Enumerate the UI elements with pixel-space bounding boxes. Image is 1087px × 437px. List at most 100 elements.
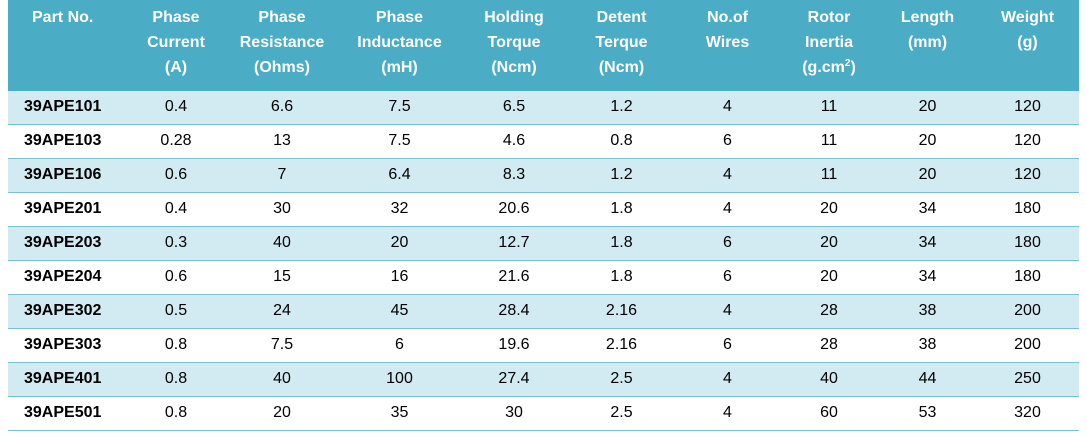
table-row: 39APE401 0.8 40 100 27.4 2.5 4 40 44 250 bbox=[8, 361, 1079, 396]
header-line: Phase bbox=[228, 5, 336, 30]
cell-no-of-wires: 4 bbox=[676, 293, 779, 328]
cell-weight: 120 bbox=[976, 123, 1079, 158]
column-header-phase-resistance: Phase Resistance (Ohms) bbox=[226, 0, 338, 90]
header-line: Current bbox=[128, 30, 224, 55]
header-line-text: Phase bbox=[152, 9, 200, 26]
cell-no-of-wires: 6 bbox=[676, 225, 779, 260]
cell-rotor-inertia: 11 bbox=[779, 157, 879, 192]
header-line: Phase bbox=[340, 5, 459, 30]
cell-phase-inductance: 35 bbox=[338, 395, 461, 431]
cell-phase-resistance: 40 bbox=[226, 225, 338, 260]
header-line-text: Inductance bbox=[357, 34, 442, 51]
table-row: 39APE101 0.4 6.6 7.5 6.5 1.2 4 11 20 120 bbox=[8, 89, 1079, 124]
table-row: 39APE303 0.8 7.5 6 19.6 2.16 6 28 38 200 bbox=[8, 327, 1079, 362]
header-line: Length bbox=[881, 5, 974, 30]
cell-phase-current: 0.6 bbox=[126, 259, 226, 294]
cell-weight: 320 bbox=[976, 395, 1079, 431]
cell-rotor-inertia: 11 bbox=[779, 123, 879, 158]
cell-phase-resistance: 7 bbox=[226, 157, 338, 192]
header-line-text: (Ncm) bbox=[598, 59, 645, 76]
stepper-motor-spec-table: Part No. Phase Current (A) Phase Resistance (O… bbox=[8, 0, 1079, 431]
cell-phase-resistance: 20 bbox=[226, 395, 338, 431]
cell-detent-torque: 0.8 bbox=[567, 123, 676, 158]
cell-part-no: 39APE302 bbox=[8, 293, 126, 328]
cell-weight: 180 bbox=[976, 191, 1079, 226]
cell-part-no: 39APE204 bbox=[8, 259, 126, 294]
header-line: Holding bbox=[463, 5, 565, 30]
cell-phase-inductance: 7.5 bbox=[338, 123, 461, 158]
header-line-text: Part No. bbox=[32, 9, 94, 26]
cell-holding-torque: 30 bbox=[461, 395, 567, 431]
cell-no-of-wires: 4 bbox=[676, 361, 779, 396]
cell-weight: 200 bbox=[976, 293, 1079, 328]
cell-phase-resistance: 7.5 bbox=[226, 327, 338, 362]
cell-part-no: 39APE303 bbox=[8, 327, 126, 362]
header-superscript: 2 bbox=[844, 58, 851, 69]
cell-detent-torque: 2.5 bbox=[567, 395, 676, 431]
header-line-text: Phase bbox=[258, 9, 306, 26]
cell-phase-current: 0.8 bbox=[126, 395, 226, 431]
header-line: Resistance bbox=[228, 30, 336, 55]
cell-phase-inductance: 16 bbox=[338, 259, 461, 294]
cell-part-no: 39APE103 bbox=[8, 123, 126, 158]
cell-rotor-inertia: 11 bbox=[779, 89, 879, 124]
cell-phase-resistance: 6.6 bbox=[226, 89, 338, 124]
table-row: 39APE106 0.6 7 6.4 8.3 1.2 4 11 20 120 bbox=[8, 157, 1079, 192]
header-line: (Ncm) bbox=[569, 55, 674, 80]
cell-length: 34 bbox=[879, 225, 976, 260]
cell-detent-torque: 2.16 bbox=[567, 327, 676, 362]
column-header-no-of-wires: No.of Wires bbox=[676, 0, 779, 90]
cell-no-of-wires: 4 bbox=[676, 157, 779, 192]
cell-rotor-inertia: 20 bbox=[779, 259, 879, 294]
column-header-length: Length (mm) bbox=[879, 0, 976, 90]
cell-rotor-inertia: 28 bbox=[779, 327, 879, 362]
column-header-phase-inductance: Phase Inductance (mH) bbox=[338, 0, 461, 90]
header-line: Inertia bbox=[781, 30, 877, 55]
column-header-phase-current: Phase Current (A) bbox=[126, 0, 226, 90]
cell-detent-torque: 1.8 bbox=[567, 191, 676, 226]
cell-phase-inductance: 100 bbox=[338, 361, 461, 396]
header-line-text: Rotor bbox=[807, 9, 851, 26]
cell-phase-resistance: 30 bbox=[226, 191, 338, 226]
cell-part-no: 39APE401 bbox=[8, 361, 126, 396]
cell-phase-inductance: 45 bbox=[338, 293, 461, 328]
cell-detent-torque: 2.5 bbox=[567, 361, 676, 396]
header-row: Part No. Phase Current (A) Phase Resistance (O… bbox=[8, 0, 1079, 90]
header-line: Part No. bbox=[32, 5, 124, 30]
cell-holding-torque: 19.6 bbox=[461, 327, 567, 362]
cell-holding-torque: 4.6 bbox=[461, 123, 567, 158]
header-line: (g.cm2) bbox=[781, 55, 877, 80]
header-suffix: ) bbox=[850, 59, 856, 76]
header-line-text: Terque bbox=[595, 34, 648, 51]
cell-holding-torque: 20.6 bbox=[461, 191, 567, 226]
cell-phase-current: 0.6 bbox=[126, 157, 226, 192]
header-line: Phase bbox=[128, 5, 224, 30]
header-line: Wires bbox=[678, 30, 777, 55]
cell-phase-current: 0.28 bbox=[126, 123, 226, 158]
cell-rotor-inertia: 20 bbox=[779, 191, 879, 226]
cell-phase-resistance: 15 bbox=[226, 259, 338, 294]
header-line: Inductance bbox=[340, 30, 459, 55]
cell-phase-current: 0.8 bbox=[126, 361, 226, 396]
cell-holding-torque: 8.3 bbox=[461, 157, 567, 192]
cell-phase-resistance: 13 bbox=[226, 123, 338, 158]
cell-length: 20 bbox=[879, 157, 976, 192]
header-line-text: Resistance bbox=[239, 34, 325, 51]
cell-phase-current: 0.3 bbox=[126, 225, 226, 260]
header-line-text: (mH) bbox=[381, 59, 418, 76]
cell-weight: 180 bbox=[976, 225, 1079, 260]
header-line: (Ncm) bbox=[463, 55, 565, 80]
cell-phase-inductance: 6.4 bbox=[338, 157, 461, 192]
column-header-rotor-inertia: Rotor Inertia (g.cm2) bbox=[779, 0, 879, 90]
header-line: (g) bbox=[978, 30, 1077, 55]
cell-detent-torque: 2.16 bbox=[567, 293, 676, 328]
table-row: 39APE203 0.3 40 20 12.7 1.8 6 20 34 180 bbox=[8, 225, 1079, 260]
cell-rotor-inertia: 40 bbox=[779, 361, 879, 396]
header-line-text: (g.cm bbox=[802, 59, 845, 76]
cell-no-of-wires: 6 bbox=[676, 259, 779, 294]
cell-length: 20 bbox=[879, 123, 976, 158]
cell-detent-torque: 1.8 bbox=[567, 225, 676, 260]
header-line-text: (Ohms) bbox=[254, 59, 310, 76]
cell-detent-torque: 1.2 bbox=[567, 157, 676, 192]
cell-no-of-wires: 6 bbox=[676, 327, 779, 362]
